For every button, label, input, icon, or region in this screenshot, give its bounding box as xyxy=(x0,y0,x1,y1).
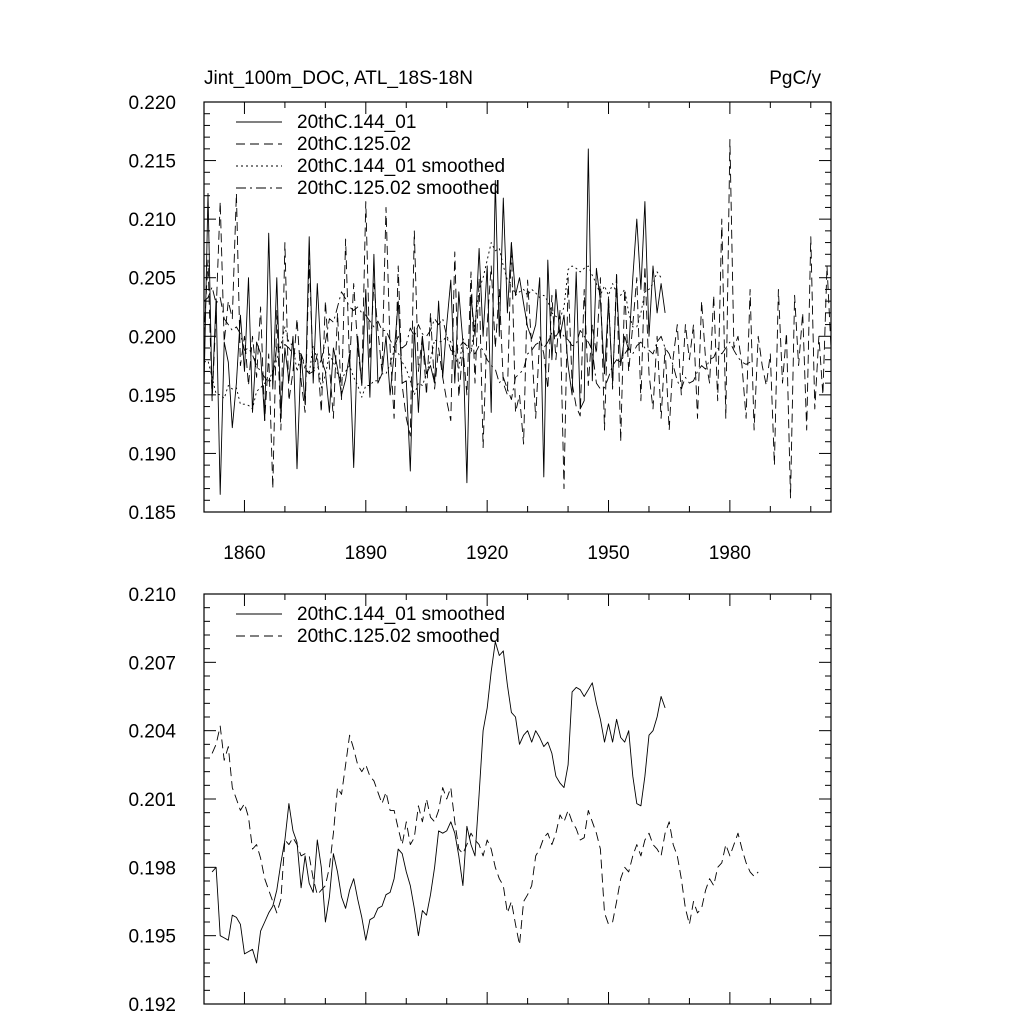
y-tick-label: 0.198 xyxy=(128,858,176,879)
units-label: PgC/y xyxy=(769,68,821,89)
legend-label-2: 20thC.144_01 smoothed xyxy=(297,156,505,177)
y-tick-label: 0.200 xyxy=(128,327,176,348)
x-tick-label: 1920 xyxy=(466,543,508,564)
plot-frame xyxy=(203,593,832,1005)
y-tick-label: 0.210 xyxy=(128,210,176,231)
legend-label-0: 20thC.144_01 xyxy=(297,112,416,133)
chart-title: Jint_100m_DOC, ATL_18S-18N xyxy=(204,68,473,89)
legend-label-1: 20thC.125.02 smoothed xyxy=(297,626,500,647)
y-tick-label: 0.195 xyxy=(128,386,176,407)
series-line-3 xyxy=(204,286,751,400)
y-tick-label: 0.205 xyxy=(128,269,176,290)
y-tick-label: 0.201 xyxy=(128,790,176,811)
legend-label-0: 20thC.144_01 smoothed xyxy=(297,604,505,625)
y-tick-label: 0.207 xyxy=(128,653,176,674)
y-tick-label: 0.204 xyxy=(128,722,176,743)
y-tick-label: 0.190 xyxy=(128,444,176,465)
y-tick-label: 0.192 xyxy=(128,995,176,1016)
top-panel: 0.185 0.190 0.195 0.200 0.205 0.210 0.215 0.220… xyxy=(128,68,832,564)
series-line-1 xyxy=(211,725,759,946)
x-tick-label: 1890 xyxy=(345,543,387,564)
y-tick-label: 0.215 xyxy=(128,152,176,173)
legend-label-3: 20thC.125.02 smoothed xyxy=(297,178,500,199)
legend-label-1: 20thC.125.02 xyxy=(297,134,411,155)
y-tick-label: 0.210 xyxy=(128,585,176,606)
x-tick-label: 1860 xyxy=(223,543,265,564)
y-tick-label: 0.220 xyxy=(128,93,176,114)
series-line-0 xyxy=(204,148,666,495)
y-tick-label: 0.195 xyxy=(128,927,176,948)
y-tick-label: 0.185 xyxy=(128,503,176,524)
bottom-panel: 0.192 0.195 0.198 0.201 0.204 0.207 0.210 20thC… xyxy=(128,585,832,1016)
series-line-0 xyxy=(211,641,666,964)
x-tick-label: 1950 xyxy=(587,543,629,564)
x-tick-label: 1980 xyxy=(709,543,751,564)
plot-frame xyxy=(203,101,832,513)
